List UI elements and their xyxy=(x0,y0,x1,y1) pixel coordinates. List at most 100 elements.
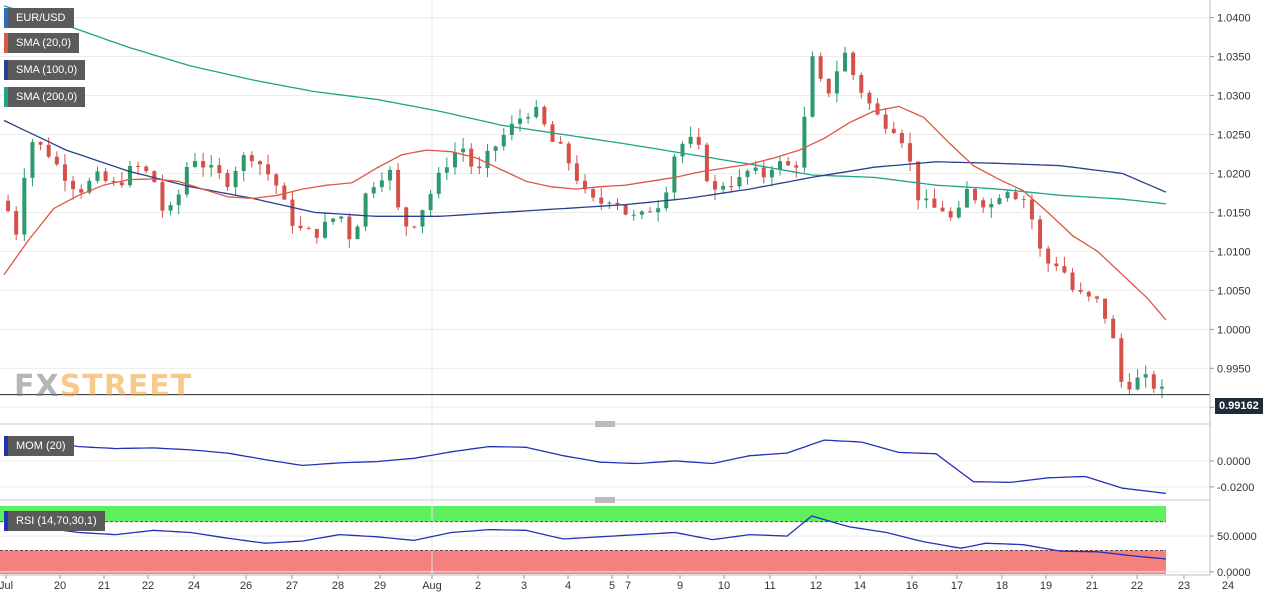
legend-sma200[interactable]: SMA (200,0) xyxy=(4,87,86,107)
candle xyxy=(428,189,433,216)
price-axis-tick-label: 1.0150 xyxy=(1217,207,1251,219)
candle xyxy=(591,187,596,202)
candle xyxy=(989,198,994,218)
fxstreet-watermark-logo: FXSTREET xyxy=(14,369,192,404)
legend-sma100[interactable]: SMA (100,0) xyxy=(4,60,86,80)
candle xyxy=(314,228,319,244)
candle xyxy=(843,46,848,72)
price-axis-tick-label: 1.0100 xyxy=(1217,246,1251,258)
candle xyxy=(1151,370,1156,393)
candle xyxy=(347,213,352,248)
legend-symbol[interactable]: EUR/USD xyxy=(4,8,74,28)
candle xyxy=(184,162,189,198)
candle xyxy=(802,106,807,173)
momentum-axis-tick-label: 0.0000 xyxy=(1217,456,1251,468)
candle xyxy=(713,174,718,201)
candle xyxy=(639,210,644,220)
candle xyxy=(493,145,498,162)
legend-rsi[interactable]: RSI (14,70,30,1) xyxy=(4,511,105,531)
candle xyxy=(956,201,961,219)
candle xyxy=(46,137,51,159)
candle xyxy=(891,122,896,135)
candle xyxy=(867,90,872,110)
candle xyxy=(501,127,506,151)
candle xyxy=(1135,369,1140,391)
candle xyxy=(794,161,799,178)
time-tick-label: 14 xyxy=(854,580,866,592)
candle xyxy=(436,166,441,199)
candle xyxy=(932,188,937,208)
candle xyxy=(981,197,986,213)
time-tick-label: 18 xyxy=(996,580,1008,592)
candle xyxy=(656,200,661,222)
candle xyxy=(704,142,709,183)
candle xyxy=(1127,373,1132,395)
candle xyxy=(371,181,376,198)
candle xyxy=(127,160,132,188)
time-tick-label: 7 xyxy=(625,580,631,592)
candle xyxy=(282,182,287,200)
time-tick-label: 21 xyxy=(98,580,110,592)
rsi-axis-tick-label: 50.0000 xyxy=(1217,531,1257,543)
candle xyxy=(1046,245,1051,273)
price-axis-tick-label: 1.0200 xyxy=(1217,168,1251,180)
time-tick-label: 22 xyxy=(142,580,154,592)
price-axis-tick-label: 1.0000 xyxy=(1217,324,1251,336)
rsi-line xyxy=(3,515,1167,560)
legend-momentum[interactable]: MOM (20) xyxy=(4,436,74,456)
candle xyxy=(355,224,360,240)
legend-symbol-swatch xyxy=(4,8,8,28)
candle xyxy=(192,152,197,169)
time-tick-label: 4 xyxy=(565,580,571,592)
time-tick-label: 10 xyxy=(718,580,730,592)
candle xyxy=(574,155,579,185)
candle xyxy=(54,151,59,167)
candle xyxy=(217,158,222,179)
legend-sma100-label: SMA (100,0) xyxy=(16,64,78,76)
candle xyxy=(834,60,839,103)
candle xyxy=(412,225,417,229)
candle xyxy=(71,176,76,200)
legend-momentum-swatch xyxy=(4,436,8,456)
legend-sma20[interactable]: SMA (20,0) xyxy=(4,33,80,53)
rsi-axis-tick-label: 0.0000 xyxy=(1217,567,1251,579)
time-tick-label: 27 xyxy=(286,580,298,592)
candle xyxy=(761,161,766,184)
time-tick-label: 24 xyxy=(188,580,200,592)
sma200-line xyxy=(3,5,1167,205)
candle xyxy=(1029,193,1034,230)
candle xyxy=(542,105,547,127)
time-tick-label: 29 xyxy=(374,580,386,592)
candle xyxy=(875,98,880,116)
price-axis-tick-label: 1.0050 xyxy=(1217,285,1251,297)
last-price-tag: 0.99162 xyxy=(1215,398,1263,414)
price-axis-tick-label: 1.0400 xyxy=(1217,13,1251,25)
time-tick-label: 11 xyxy=(764,580,775,592)
candle xyxy=(696,128,701,150)
time-tick-label: 26 xyxy=(240,580,252,592)
candle xyxy=(387,166,392,191)
candle xyxy=(745,169,750,185)
candle xyxy=(1103,298,1108,324)
watermark-part2: STREET xyxy=(59,369,193,404)
candle xyxy=(1062,256,1067,274)
candle xyxy=(201,152,206,177)
candle xyxy=(851,51,856,81)
candle xyxy=(144,165,149,174)
candle xyxy=(615,198,620,211)
candle xyxy=(38,141,43,151)
candle xyxy=(1094,295,1099,303)
legend-momentum-label: MOM (20) xyxy=(16,440,66,452)
candle xyxy=(688,126,693,149)
candle xyxy=(1111,315,1116,339)
candle xyxy=(631,209,636,221)
time-tick-label: 28 xyxy=(332,580,344,592)
price-axis-tick-label: 1.0350 xyxy=(1217,52,1251,64)
candle xyxy=(623,204,628,216)
candle xyxy=(290,191,295,234)
candle xyxy=(534,99,539,119)
legend-sma200-swatch xyxy=(4,87,8,107)
candle xyxy=(1078,282,1083,295)
candle xyxy=(648,207,653,213)
